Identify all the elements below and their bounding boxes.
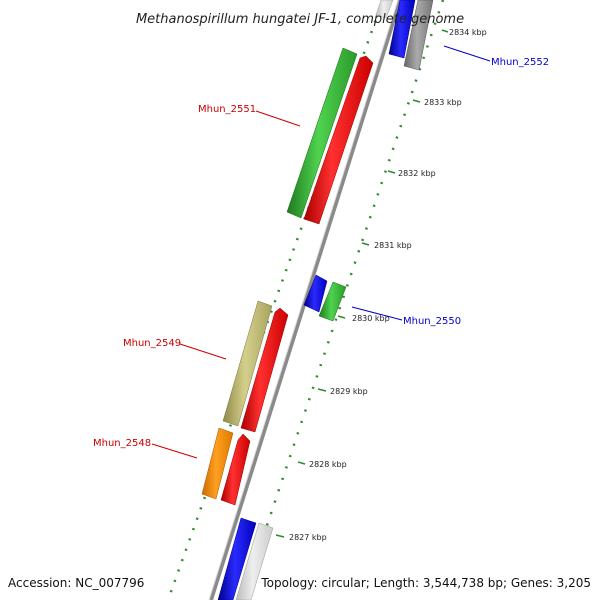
gene-feature-mhun-2551-cds[interactable] (303, 55, 374, 225)
gene-feature-light-lower[interactable] (235, 522, 274, 600)
scale-label-2827: 2827 kbp (289, 533, 327, 542)
gene-label-mhun-2551[interactable]: Mhun_2551 (198, 104, 256, 115)
genome-backbone (209, 0, 402, 600)
topology-text: Topology: circular; Length: 3,544,738 bp… (260, 576, 591, 590)
map-title: Methanospirillum hungatei JF-1, complete… (136, 12, 464, 27)
gene-feature-mhun-2550-green[interactable] (318, 281, 347, 322)
genome-backbone-highlight (208, 0, 399, 600)
gene-feature-mhun-2549-cds[interactable] (240, 307, 289, 433)
gene-feature-olive[interactable] (222, 300, 273, 427)
gene-feature-light-upper[interactable] (375, 0, 394, 19)
scale-label-2833: 2833 kbp (424, 98, 462, 107)
scale-ticks (275, 29, 449, 538)
scale-label-2831: 2831 kbp (374, 241, 412, 250)
leader-mhun-2549 (179, 343, 227, 360)
accession-text: Accession: NC_007796 (8, 576, 144, 590)
leader-mhun-2548 (151, 443, 198, 459)
gene-feature-mhun-2550-blue[interactable] (303, 274, 328, 313)
gene-feature-grey-upper[interactable] (403, 0, 434, 71)
gene-feature-blue-lower[interactable] (217, 517, 257, 600)
leader-mhun-2552 (443, 45, 491, 62)
gene-label-mhun-2552[interactable]: Mhun_2552 (491, 57, 549, 68)
scale-label-2829: 2829 kbp (330, 387, 368, 396)
scale-label-2830: 2830 kbp (352, 314, 390, 323)
gene-label-mhun-2550[interactable]: Mhun_2550 (403, 316, 461, 327)
gene-label-mhun-2549[interactable]: Mhun_2549 (123, 338, 181, 349)
gene-feature-orange[interactable] (201, 427, 234, 500)
leader-mhun-2551 (255, 110, 301, 127)
leader-mhun-2550 (351, 306, 403, 321)
scale-label-2834: 2834 kbp (449, 28, 487, 37)
gene-feature-mhun-2548-cds[interactable] (220, 433, 251, 506)
scale-label-2832: 2832 kbp (398, 169, 436, 178)
gene-feature-mhun-2552-blue[interactable] (388, 0, 416, 59)
gene-feature-mhun-2551-green[interactable] (286, 47, 358, 219)
scale-label-2828: 2828 kbp (309, 460, 347, 469)
gene-label-mhun-2548[interactable]: Mhun_2548 (93, 438, 151, 449)
